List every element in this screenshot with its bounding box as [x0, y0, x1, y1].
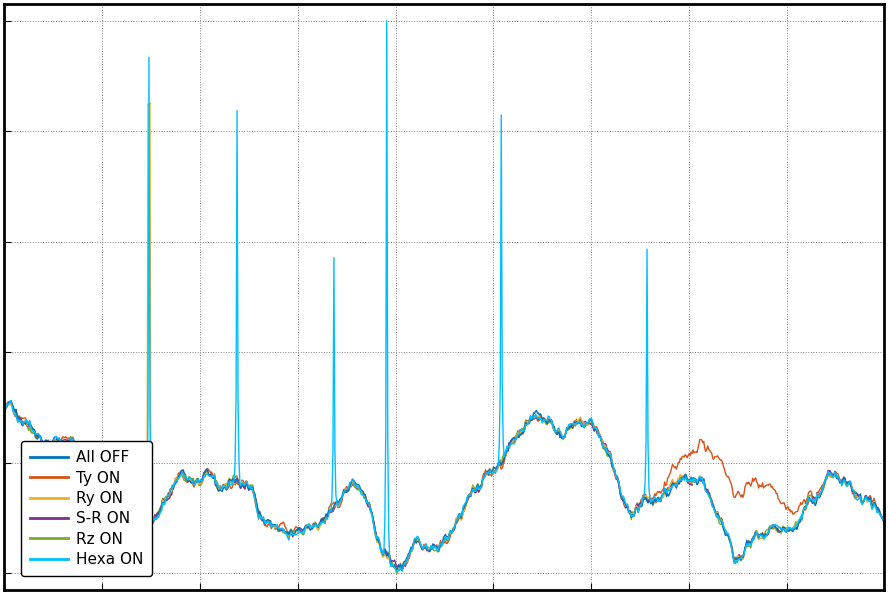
Ty ON	[0, 409, 10, 416]
Ty ON	[96, 466, 107, 473]
Ry ON	[878, 517, 888, 524]
Rz ON	[96, 462, 107, 469]
S-R ON	[96, 465, 107, 472]
Line: Hexa ON: Hexa ON	[4, 21, 884, 571]
S-R ON	[627, 510, 638, 517]
Rz ON	[627, 512, 638, 519]
Rz ON	[4, 400, 14, 407]
Line: Ry ON: Ry ON	[4, 103, 884, 570]
S-R ON	[878, 518, 888, 525]
Ty ON	[5, 399, 16, 406]
Line: Ty ON: Ty ON	[4, 402, 884, 570]
Ry ON	[627, 509, 638, 516]
Rz ON	[878, 517, 888, 525]
All OFF	[5, 397, 16, 404]
All OFF	[376, 546, 386, 554]
All OFF	[627, 511, 638, 518]
S-R ON	[376, 546, 386, 554]
Ry ON	[229, 480, 240, 487]
Rz ON	[376, 546, 386, 554]
All OFF	[760, 530, 771, 538]
All OFF	[663, 492, 674, 500]
Ty ON	[878, 517, 888, 525]
S-R ON	[0, 410, 10, 418]
Rz ON	[760, 528, 771, 535]
Ty ON	[376, 549, 386, 556]
Ty ON	[229, 479, 240, 486]
Ry ON	[376, 549, 386, 556]
Line: All OFF: All OFF	[4, 400, 884, 570]
All OFF	[878, 519, 888, 526]
Rz ON	[0, 408, 10, 415]
Ry ON	[95, 463, 106, 470]
Ry ON	[392, 566, 402, 573]
Hexa ON	[392, 568, 403, 575]
Rz ON	[392, 570, 402, 577]
S-R ON	[663, 485, 674, 492]
Ry ON	[760, 531, 771, 538]
All OFF	[0, 409, 10, 416]
Hexa ON	[0, 410, 10, 417]
Ry ON	[145, 100, 155, 107]
All OFF	[229, 478, 240, 485]
Rz ON	[229, 472, 240, 479]
Line: S-R ON: S-R ON	[4, 402, 884, 569]
Hexa ON	[375, 539, 385, 546]
S-R ON	[229, 476, 240, 483]
S-R ON	[4, 399, 15, 406]
S-R ON	[397, 565, 408, 573]
All OFF	[392, 567, 402, 574]
All OFF	[96, 461, 107, 468]
Ty ON	[396, 567, 407, 574]
Ty ON	[627, 508, 638, 516]
Hexa ON	[878, 517, 888, 525]
Rz ON	[663, 485, 674, 492]
Hexa ON	[228, 477, 239, 484]
Ry ON	[663, 486, 674, 493]
Hexa ON	[95, 461, 106, 468]
Hexa ON	[382, 17, 392, 24]
Ty ON	[663, 473, 674, 481]
Ry ON	[0, 410, 10, 417]
S-R ON	[760, 532, 771, 539]
Hexa ON	[663, 487, 674, 494]
Legend: All OFF, Ty ON, Ry ON, S-R ON, Rz ON, Hexa ON: All OFF, Ty ON, Ry ON, S-R ON, Rz ON, He…	[20, 441, 152, 576]
Hexa ON	[760, 532, 771, 539]
Line: Rz ON: Rz ON	[4, 403, 884, 573]
Hexa ON	[627, 512, 638, 519]
Ty ON	[760, 482, 771, 489]
